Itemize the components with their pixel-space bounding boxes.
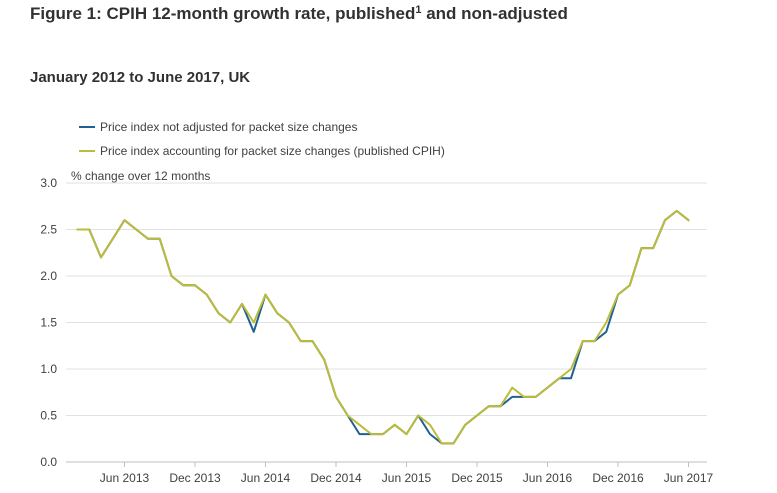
x-tick-label: Jun 2015 xyxy=(382,471,432,485)
x-tick-label: Dec 2013 xyxy=(169,471,221,485)
x-tick-label: Dec 2014 xyxy=(310,471,362,485)
y-tick-label: 1.0 xyxy=(40,362,57,376)
y-axis-label: % change over 12 months xyxy=(71,169,210,183)
y-tick-label: 0.0 xyxy=(40,455,57,469)
title-tail: and non-adjusted xyxy=(421,4,568,23)
y-tick-label: 0.5 xyxy=(40,409,57,423)
y-tick-label: 3.0 xyxy=(40,176,57,190)
y-tick-label: 2.0 xyxy=(40,269,57,283)
y-tick-label: 2.5 xyxy=(40,223,57,237)
x-tick-label: Jun 2017 xyxy=(664,471,714,485)
x-tick-label: Jun 2013 xyxy=(100,471,150,485)
y-axis: 0.0 0.5 1.0 1.5 2.0 2.5 3.0 xyxy=(40,176,57,469)
series-line-published-cpih[interactable] xyxy=(76,209,690,445)
legend: Price index not adjusted for packet size… xyxy=(79,120,445,158)
chart-title: Figure 1: CPIH 12-month growth rate, pub… xyxy=(30,2,590,25)
legend-label: Price index not adjusted for packet size… xyxy=(100,120,357,134)
y-tick-label: 1.5 xyxy=(40,316,57,330)
x-axis: Jun 2013 Dec 2013 Jun 2014 Dec 2014 Jun 2015… xyxy=(100,462,714,485)
series-lines xyxy=(76,209,690,445)
title-text: Figure 1: CPIH 12-month growth rate, pub… xyxy=(30,4,416,23)
legend-label: Price index accounting for packet size c… xyxy=(100,144,445,158)
x-tick-label: Jun 2016 xyxy=(523,471,573,485)
gridlines xyxy=(66,182,707,463)
chart-subtitle: January 2012 to June 2017, UK xyxy=(30,69,251,86)
x-tick-label: Dec 2016 xyxy=(592,471,644,485)
x-tick-label: Dec 2015 xyxy=(451,471,503,485)
x-tick-label: Jun 2014 xyxy=(241,471,291,485)
title-footnote-marker[interactable]: 1 xyxy=(415,4,422,16)
series-line-not-adjusted[interactable] xyxy=(76,209,690,445)
